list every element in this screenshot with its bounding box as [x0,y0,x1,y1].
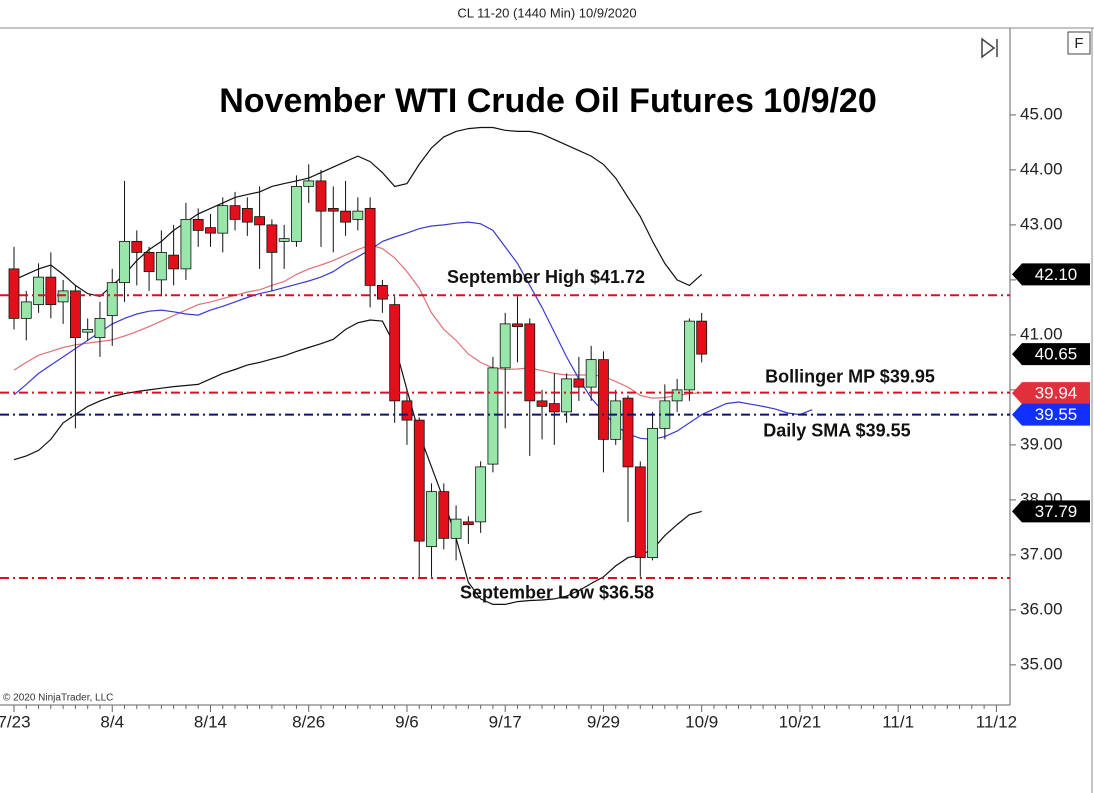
candle-body [548,403,560,413]
candle-body [217,205,229,234]
y-tick-label: 37.00 [1020,544,1063,563]
level-label: September Low $36.58 [460,583,654,603]
candle-body [610,400,622,440]
candle-body [573,378,585,388]
candle-body [143,251,155,273]
x-tick-label: 10/21 [779,712,822,731]
y-tick-label: 41.00 [1020,324,1063,343]
level-label: September High $41.72 [447,267,645,287]
candle-body [450,518,462,539]
candle-body [585,359,597,388]
candle-body [671,389,683,402]
header: CL 11-20 (1440 Min) 10/9/2020 [457,5,636,20]
candle-body [106,282,118,317]
price-marker-label: 39.55 [1035,405,1078,424]
x-tick-label: 9/29 [587,712,620,731]
price-marker [1012,343,1090,366]
candle-body [647,427,658,559]
candle-body [241,207,253,223]
x-tick-label: 7/23 [0,712,31,731]
candle-body [119,240,130,284]
y-tick-label: 45.00 [1020,104,1063,123]
y-tick-label: 44.00 [1020,159,1063,178]
price-marker [1012,263,1090,286]
candle-body [352,210,364,220]
indicator-line [13,221,813,441]
candle-body [45,276,57,306]
x-tick-label: 8/26 [292,712,325,731]
price-marker [1012,403,1090,426]
candle-body [364,207,376,286]
price-marker-label: 40.65 [1035,345,1078,364]
candle-body [438,491,450,539]
x-tick-label: 9/17 [489,712,522,731]
candle-body [561,378,572,413]
candle-body [487,367,499,465]
x-tick-label: 9/6 [395,712,419,731]
candle-body [8,268,20,319]
corner-button[interactable] [1067,31,1091,55]
x-tick-label: 11/12 [976,712,1017,731]
y-tick-label: 39.00 [1020,434,1063,453]
candle-body [131,240,143,253]
x-tick-label: 8/4 [100,712,124,731]
level-label: Daily SMA $39.55 [763,420,910,440]
price-marker [1012,500,1090,523]
candle-body [315,180,327,212]
price-marker-label: 37.79 [1035,502,1078,521]
candle-body [499,323,511,369]
level-label: Bollinger MP $39.95 [765,366,935,386]
candle-body [266,224,278,253]
candle-body [475,466,487,523]
y-tick-label: 35.00 [1020,654,1063,673]
candle-body [389,304,401,402]
candle-body [180,218,192,270]
candle-body [94,317,106,339]
candle-body [229,205,241,220]
candle-body [57,290,69,303]
candle-body [696,320,708,355]
candle-body [205,227,216,234]
candle-body [327,207,339,212]
candle-body [20,301,32,319]
candle-body [303,180,315,187]
candle-body [413,419,425,542]
y-tick-label: 43.00 [1020,214,1063,233]
candle-body [426,491,437,548]
candle-body [192,218,204,231]
chart-title: November WTI Crude Oil Futures 10/9/20 [219,82,877,120]
candle-body [70,290,81,339]
candle-body [168,254,180,270]
candle-body [340,210,351,223]
x-tick-label: 10/9 [685,712,718,731]
candle-body [278,238,290,242]
candle-body [33,276,44,306]
candle-body [155,251,167,281]
candle-body [291,185,302,242]
play-icon[interactable] [981,37,998,59]
candle-body [684,320,695,391]
copyright: © 2020 NinjaTrader, LLC [3,693,113,704]
price-marker-label: 42.10 [1035,265,1078,284]
candle-body [512,323,523,328]
candle-body [622,397,634,468]
candle-body [401,400,413,421]
x-tick-label: 11/1 [882,712,914,731]
candle-body [254,216,266,226]
x-tick-label: 8/14 [194,712,227,731]
y-tick-label: 36.00 [1020,599,1063,618]
candle-body [634,466,646,559]
corner-button-label[interactable]: F [1074,35,1083,52]
candle-body [462,521,474,526]
candle-body [376,284,388,300]
candle-body [598,359,609,440]
candle-body [524,323,536,402]
price-marker-label: 39.94 [1035,384,1078,403]
candle-body [82,328,94,333]
price-marker [1012,382,1090,405]
candle-body [536,400,548,407]
